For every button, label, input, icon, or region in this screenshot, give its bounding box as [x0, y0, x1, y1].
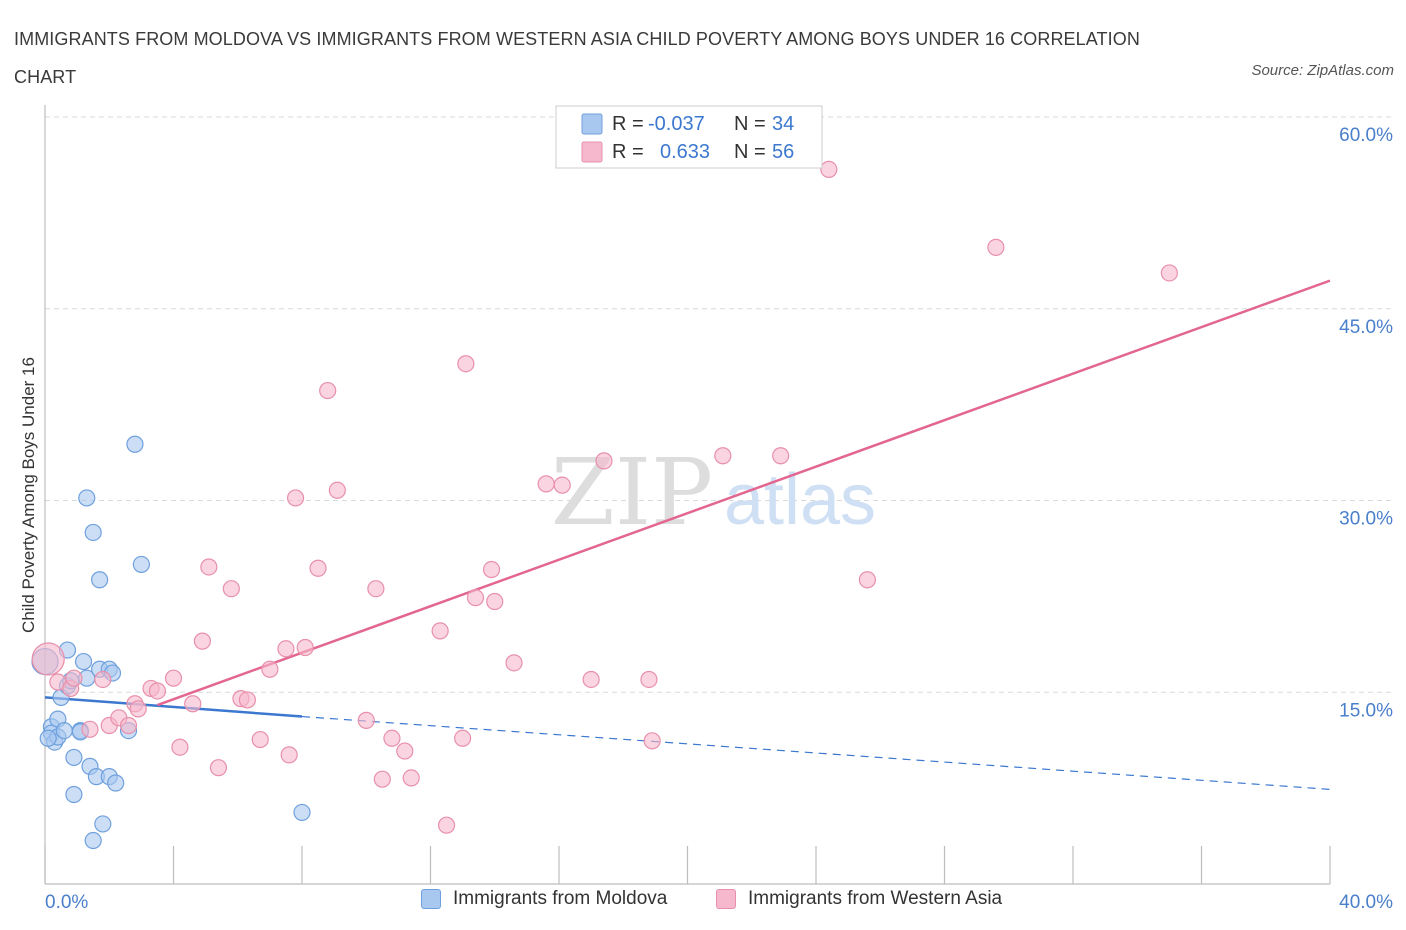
- wasia-point: [431, 622, 449, 640]
- wasia-point: [383, 729, 401, 747]
- y-tick-label: 60.0%: [1339, 125, 1393, 146]
- stats-row-wasia: R = 0.633 N = 56: [612, 141, 794, 163]
- x-tick-label-min: 0.0%: [45, 892, 88, 913]
- wasia-point: [94, 670, 112, 689]
- legend-swatch-wasia: [716, 889, 736, 909]
- wasia-point: [486, 592, 504, 611]
- wasia-point: [367, 580, 385, 598]
- wasia-point: [328, 481, 346, 499]
- wasia-point: [296, 638, 314, 657]
- wasia-point: [595, 452, 613, 470]
- watermark-zip: ZIP: [551, 439, 713, 546]
- legend-label-moldova: Immigrants from Moldova: [453, 888, 668, 909]
- wasia-point: [482, 560, 501, 579]
- moldova-point: [84, 831, 102, 850]
- wasia-point: [357, 711, 375, 729]
- wasia-point: [222, 580, 240, 598]
- wasia-trend-line: [157, 279, 1331, 707]
- trend-lines: [44, 279, 1331, 791]
- wasia-point: [251, 730, 269, 749]
- wasia-point: [261, 660, 279, 678]
- wasia-point: [402, 769, 420, 787]
- wasia-point: [373, 770, 391, 788]
- chart-title: IMMIGRANTS FROM MOLDOVA VS IMMIGRANTS FR…: [14, 29, 1140, 87]
- wasia-point: [209, 759, 228, 777]
- moldova-point: [107, 774, 125, 792]
- wasia-point: [309, 559, 327, 577]
- x-tick-label-max: 40.0%: [1339, 892, 1393, 913]
- wasia-point: [277, 640, 295, 658]
- wasia-point: [643, 732, 661, 750]
- wasia-point: [714, 447, 732, 465]
- wasia-point: [119, 716, 138, 735]
- tick-labels: 15.0% 30.0% 45.0% 60.0% 0.0% 40.0%: [45, 125, 1393, 913]
- wasia-point: [148, 682, 167, 700]
- wasia-point: [454, 729, 472, 747]
- wasia-point: [582, 670, 600, 689]
- wasia-point: [193, 632, 212, 650]
- grid-lines: [45, 116, 1395, 693]
- data-points: [31, 160, 1178, 850]
- stats-row-moldova: R = -0.037 N = 34: [612, 113, 794, 135]
- wasia-point: [858, 571, 877, 589]
- wasia-point: [319, 381, 337, 400]
- moldova-point: [78, 489, 96, 507]
- source-label: Source: ZipAtlas.com: [1251, 62, 1394, 79]
- stats-legend: R = -0.037 N = 34 R = 0.633 N = 56: [555, 105, 823, 169]
- wasia-point: [457, 355, 475, 373]
- legend-item-moldova[interactable]: Immigrants from Moldova: [421, 888, 667, 910]
- wasia-point: [164, 669, 183, 687]
- wasia-point: [286, 489, 305, 507]
- wasia-point: [280, 746, 298, 764]
- series-legend: Immigrants from Moldova Immigrants from …: [0, 888, 1406, 918]
- moldova-point: [94, 815, 112, 833]
- wasia-point: [537, 475, 555, 493]
- moldova-point: [65, 785, 83, 804]
- wasia-point: [31, 642, 65, 676]
- y-tick-label: 15.0%: [1339, 700, 1393, 721]
- wasia-point: [184, 695, 202, 713]
- moldova-trend-line: [44, 696, 303, 718]
- axes: [44, 105, 1331, 885]
- legend-swatch-moldova: [421, 889, 441, 909]
- wasia-point: [171, 738, 189, 756]
- wasia-point: [238, 691, 256, 709]
- moldova-point: [293, 803, 311, 822]
- stats-swatch-moldova: [581, 113, 603, 135]
- wasia-point: [772, 447, 790, 465]
- moldova-point: [132, 555, 150, 574]
- wasia-point: [65, 669, 83, 687]
- moldova-point: [126, 435, 144, 453]
- moldova-point: [74, 652, 93, 671]
- moldova-point: [65, 748, 83, 767]
- y-tick-label: 45.0%: [1339, 317, 1393, 338]
- moldova-point: [84, 523, 102, 542]
- y-tick-label: 30.0%: [1339, 509, 1393, 530]
- wasia-point: [1160, 264, 1178, 282]
- moldova-point: [55, 721, 73, 740]
- wasia-point: [553, 476, 571, 494]
- wasia-point: [820, 160, 838, 179]
- wasia-point: [640, 670, 658, 689]
- legend-label-wasia: Immigrants from Western Asia: [748, 888, 1003, 909]
- stats-swatch-wasia: [581, 141, 603, 163]
- wasia-point: [396, 742, 414, 760]
- legend-item-wasia[interactable]: Immigrants from Western Asia: [716, 888, 1002, 910]
- moldova-point: [91, 571, 109, 589]
- y-axis-label: Child Poverty Among Boys Under 16: [19, 357, 38, 633]
- wasia-point: [437, 816, 456, 834]
- moldova-point: [39, 729, 57, 747]
- wasia-point: [987, 238, 1005, 256]
- wasia-point: [129, 700, 147, 718]
- wasia-point: [505, 654, 523, 672]
- wasia-point: [200, 558, 218, 576]
- moldova-trend-extension: [301, 715, 1331, 791]
- wasia-point: [466, 589, 485, 607]
- wasia-point: [81, 720, 99, 738]
